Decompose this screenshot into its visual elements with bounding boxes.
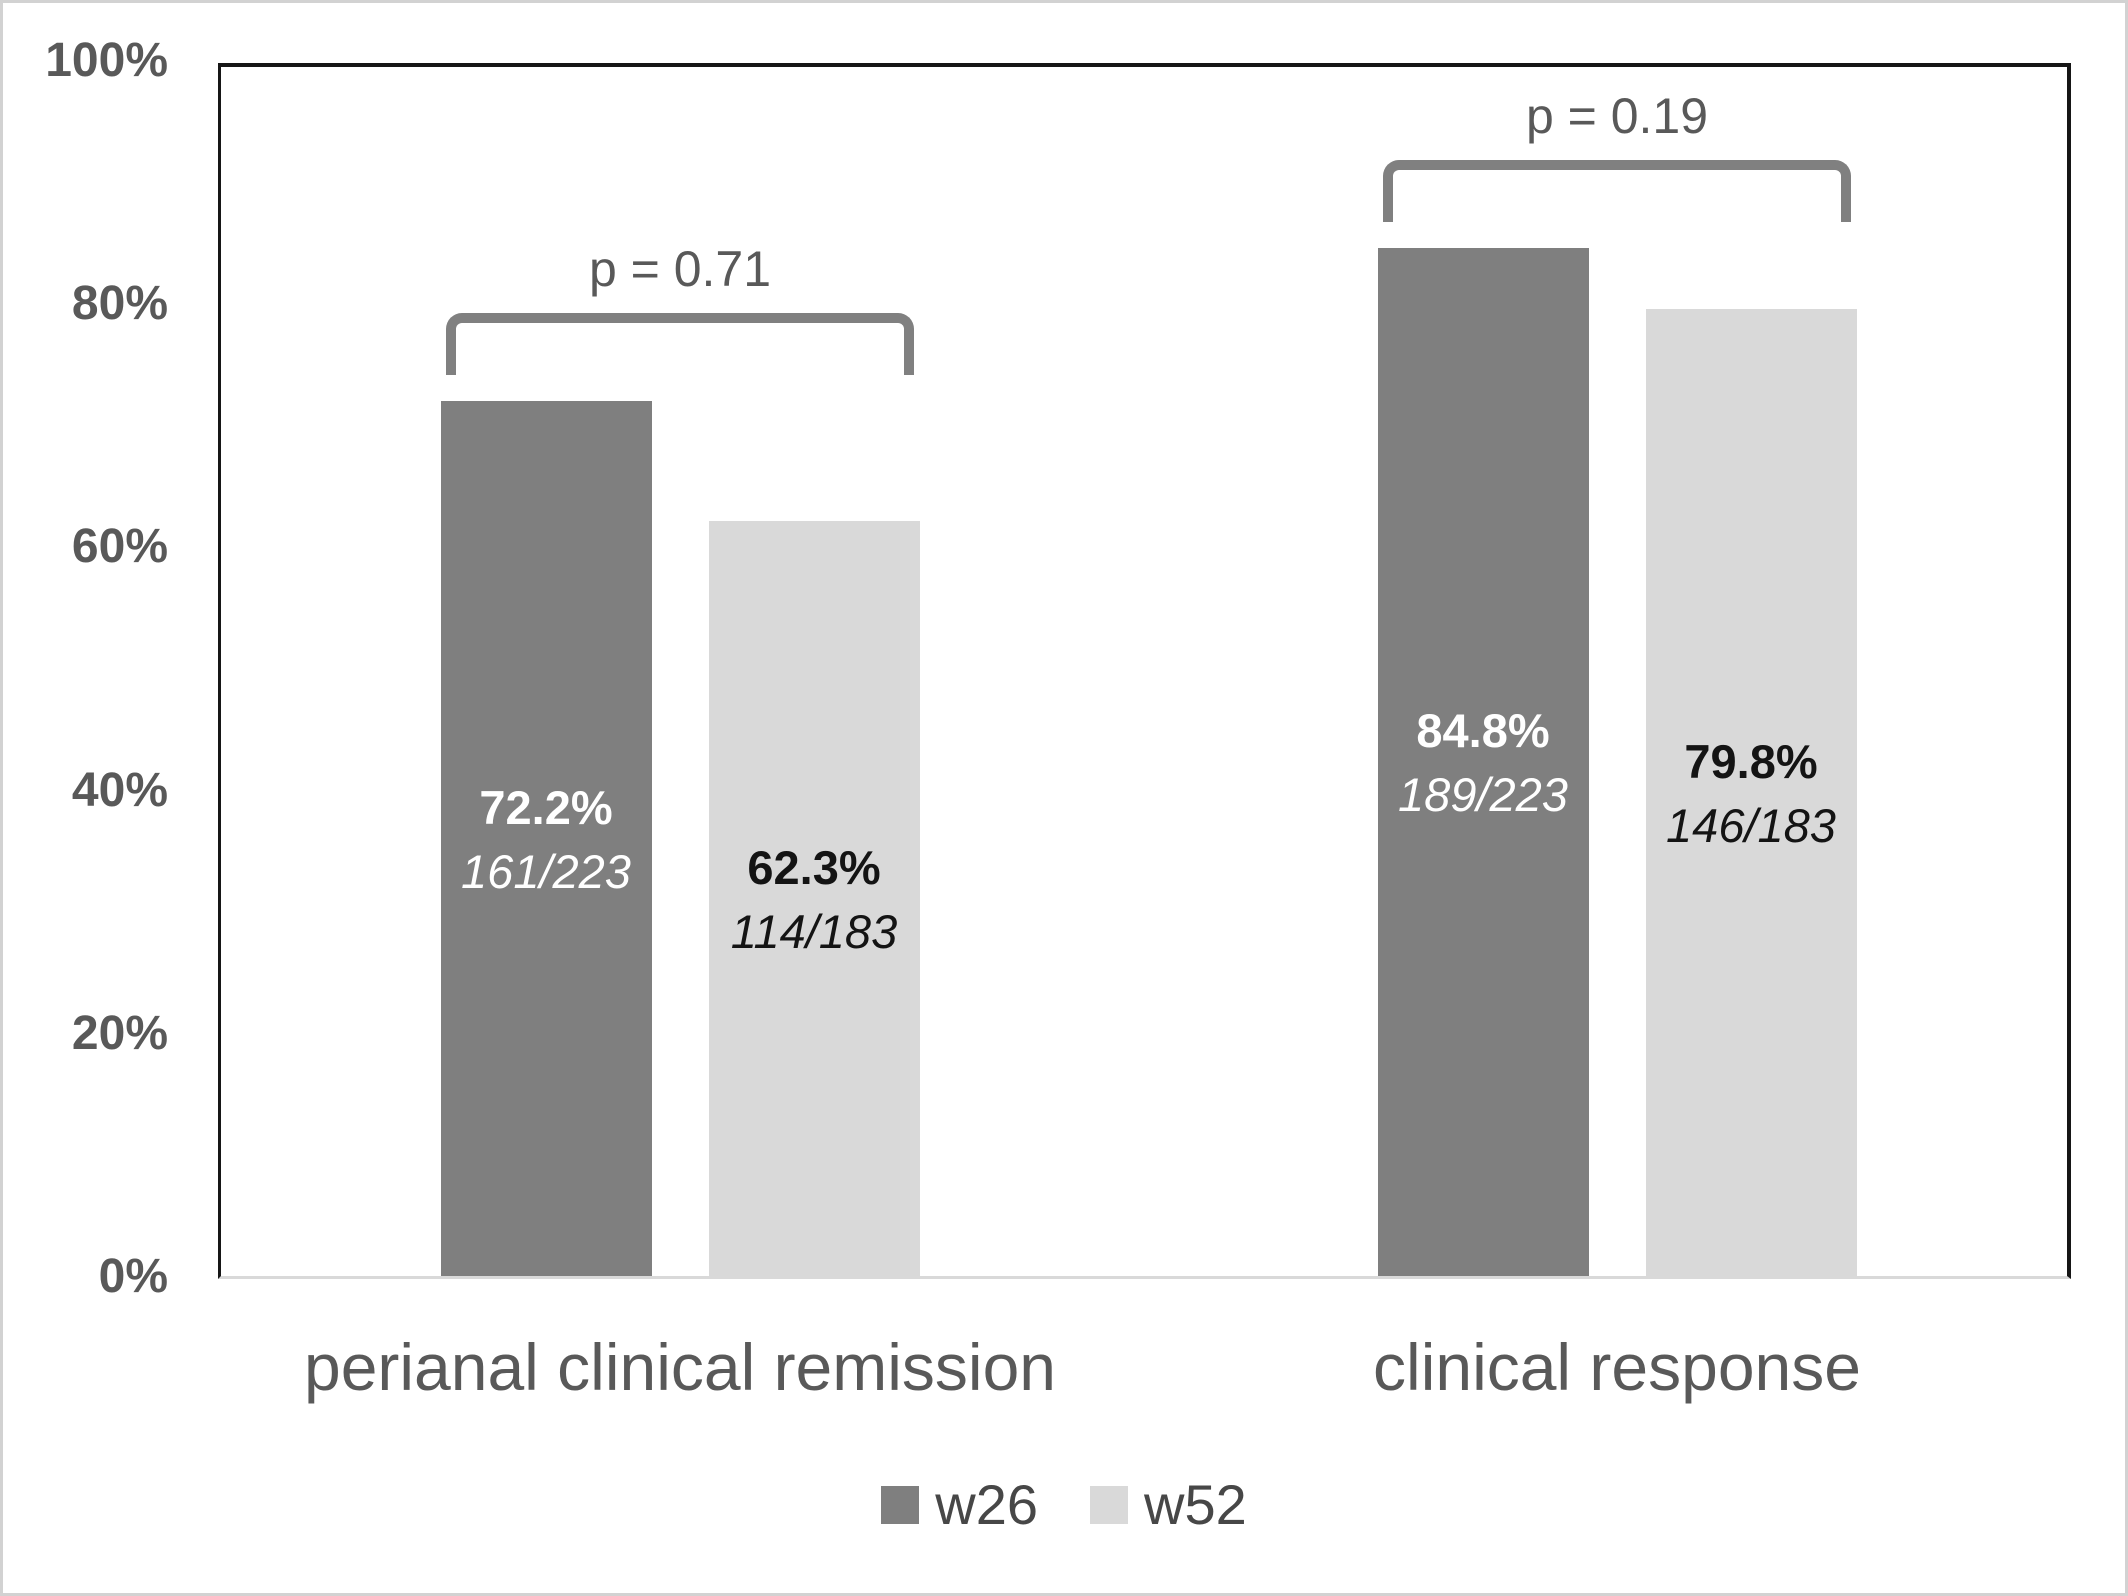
bar-w52-2 [1645, 308, 1857, 1276]
legend-item-w52: w52 [1090, 1473, 1247, 1537]
bar-label-block: 72.2% 161/223 [441, 401, 652, 1279]
bar-fraction-label: 114/183 [730, 905, 898, 959]
bar-fraction-label: 146/183 [1666, 798, 1836, 852]
legend-swatch-w26 [881, 1486, 920, 1524]
legend-label-w26: w26 [935, 1473, 1038, 1536]
bar-w26-1 [440, 401, 652, 1276]
y-axis-tick-label: 40% [71, 763, 168, 817]
bar-value-label: 84.8% [1416, 704, 1550, 758]
y-axis-tick-label: 20% [71, 1006, 168, 1060]
y-axis-tick-label: 60% [71, 520, 168, 574]
bar-label-block: 84.8% 189/223 [1378, 248, 1589, 1279]
y-axis-tick-label: 0% [98, 1250, 168, 1303]
significance-bracket [1383, 159, 1851, 222]
y-axis-tick-label: 100% [45, 34, 168, 87]
significance-bracket [446, 313, 914, 376]
legend: w26 w52 [3, 1473, 2125, 1537]
bar-w52-1 [708, 521, 920, 1276]
bar-label-block: 79.8% 146/183 [1646, 309, 1857, 1279]
bar-fraction-label: 189/223 [1398, 768, 1568, 822]
bar-label-block: 62.3% 114/183 [709, 521, 920, 1279]
p-value-label: p = 0.19 [1525, 87, 1709, 144]
category-label-1: perianal clinical remission [304, 1330, 1056, 1404]
category-label-2: clinical response [1373, 1330, 1861, 1404]
legend-item-w26: w26 [881, 1473, 1038, 1537]
legend-label-w52: w52 [1144, 1473, 1247, 1536]
bar-w26-2 [1377, 247, 1589, 1276]
bar-value-label: 62.3% [747, 841, 881, 895]
bar-value-label: 72.2% [479, 781, 613, 835]
legend-swatch-w52 [1090, 1486, 1128, 1524]
p-value-label: p = 0.71 [588, 241, 772, 298]
bar-fraction-label: 161/223 [461, 845, 631, 899]
bar-value-label: 79.8% [1684, 734, 1818, 788]
y-axis-tick-label: 80% [71, 277, 168, 331]
